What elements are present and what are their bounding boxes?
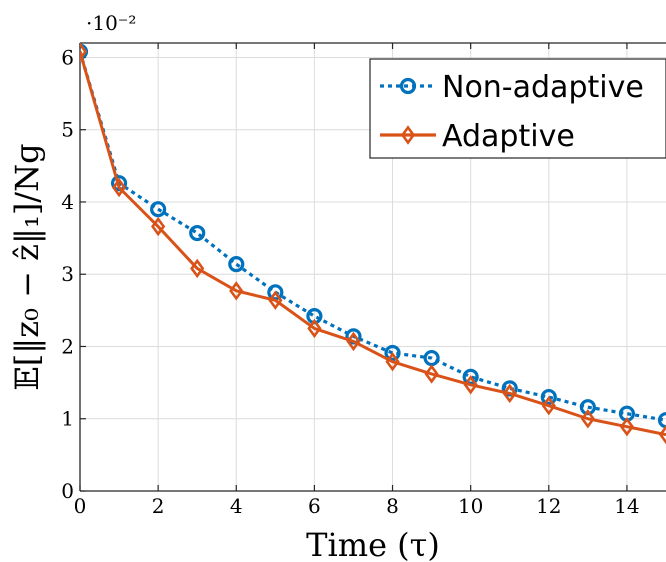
x-tick-label: 2 xyxy=(152,494,165,518)
y-tick-label: 2 xyxy=(61,334,74,358)
data-point-adaptive xyxy=(229,281,244,301)
data-point-adaptive xyxy=(502,383,517,404)
data-point-adaptive xyxy=(385,351,400,372)
series-line-non-adaptive xyxy=(80,51,666,422)
data-point-non-adaptive xyxy=(150,201,167,218)
series-line-adaptive xyxy=(80,51,666,437)
y-scale-label: ·10⁻² xyxy=(86,11,136,35)
legend-label-adaptive: Adaptive xyxy=(442,119,575,154)
legend-marker-adaptive xyxy=(400,125,416,145)
data-point-adaptive xyxy=(151,216,166,237)
data-point-non-adaptive xyxy=(228,256,245,273)
plot-area xyxy=(80,43,666,445)
x-tick-label: 10 xyxy=(458,494,483,518)
data-point-adaptive xyxy=(658,424,666,445)
data-point-non-adaptive xyxy=(110,175,128,192)
data-point-adaptive xyxy=(424,364,439,384)
data-point-non-adaptive xyxy=(384,344,401,362)
y-tick-label: 5 xyxy=(61,118,74,142)
legend-label-non-adaptive: Non-adaptive xyxy=(442,70,644,105)
data-point-adaptive xyxy=(541,396,556,416)
legend-marker-non-adaptive xyxy=(399,77,417,95)
data-point-non-adaptive xyxy=(579,399,596,416)
x-tick-label: 12 xyxy=(536,494,561,518)
data-point-adaptive xyxy=(111,177,127,198)
x-tick-label: 6 xyxy=(308,494,321,518)
data-point-adaptive xyxy=(80,43,88,62)
data-point-non-adaptive xyxy=(189,224,206,242)
data-point-adaptive xyxy=(580,409,595,429)
x-tick-label: 0 xyxy=(74,494,87,518)
data-point-adaptive xyxy=(619,416,635,437)
data-point-adaptive xyxy=(307,318,322,339)
x-tick-label: 14 xyxy=(614,494,639,518)
y-tick-label: 0 xyxy=(61,479,74,503)
legend-box xyxy=(369,58,666,159)
x-tick-label: 8 xyxy=(386,494,399,518)
y-tick-label: 1 xyxy=(61,407,74,431)
x-axis-title: Time (τ) xyxy=(306,526,440,562)
y-tick-label: 3 xyxy=(61,262,74,286)
data-point-non-adaptive xyxy=(657,412,666,429)
data-point-adaptive xyxy=(463,375,478,395)
data-point-adaptive xyxy=(268,290,283,310)
y-axis-title: 𝔼[‖z₀ − ẑ‖₁]/Nɡ xyxy=(8,143,46,390)
data-point-non-adaptive xyxy=(540,388,557,406)
legend: Non-adaptive Adaptive xyxy=(369,58,666,159)
data-point-adaptive xyxy=(346,331,361,352)
data-point-adaptive xyxy=(190,258,205,279)
x-tick-label: 4 xyxy=(230,494,243,518)
y-tick-label: 6 xyxy=(61,45,74,69)
y-tick-label: 4 xyxy=(61,190,74,214)
